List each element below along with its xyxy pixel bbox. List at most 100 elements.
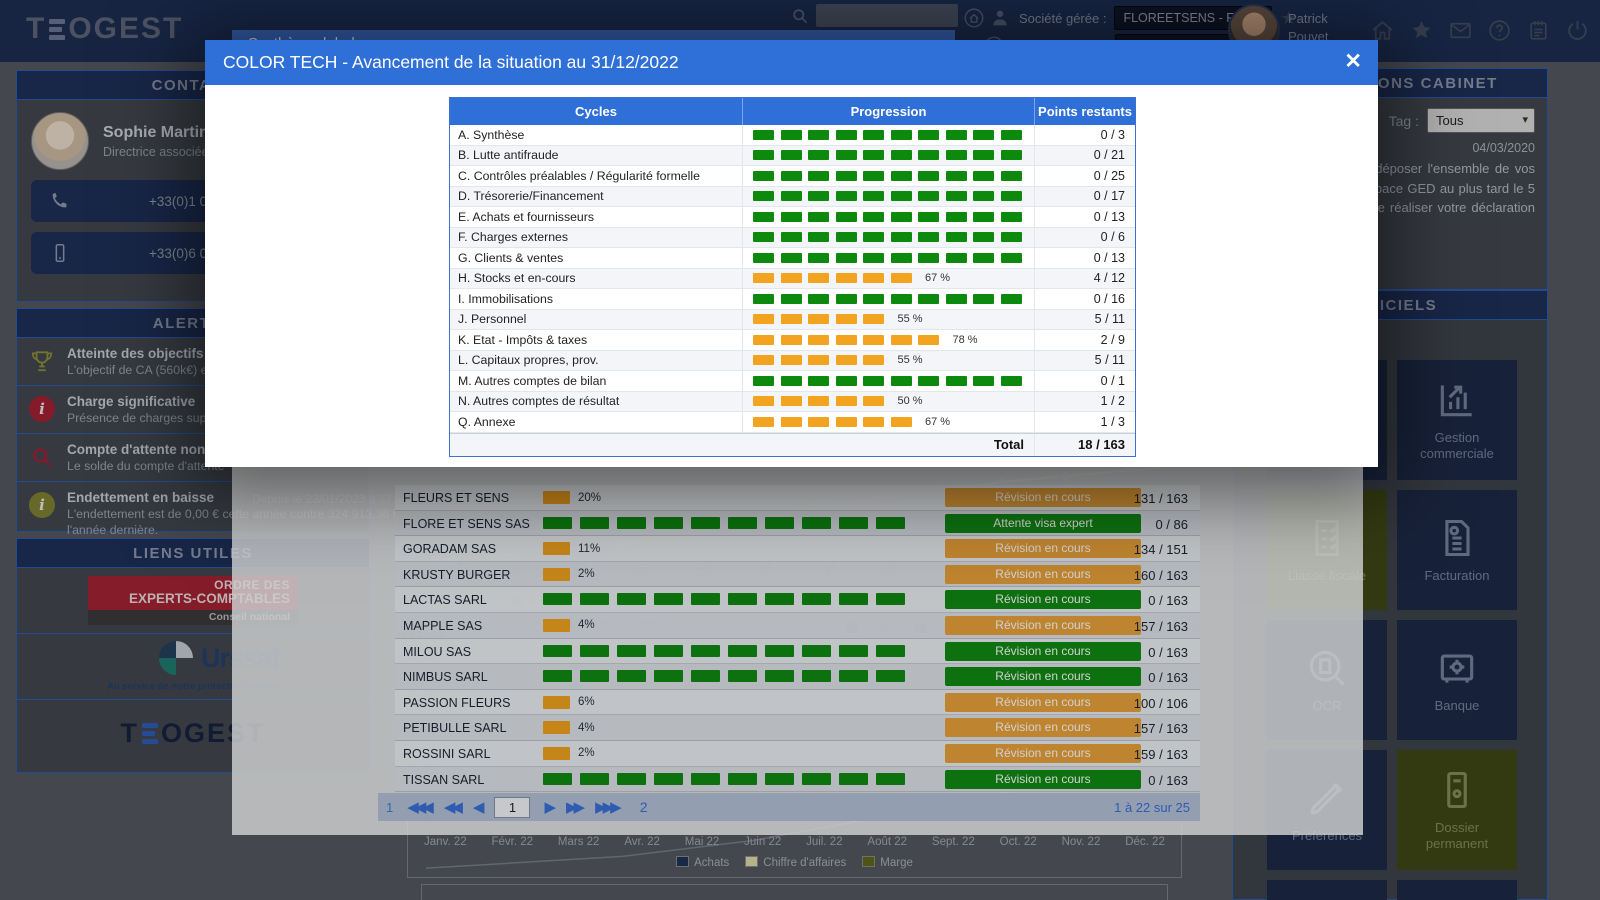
help-icon[interactable] — [1487, 18, 1512, 43]
company-row[interactable]: MAPPLE SAS 4% Révision en cours 157 / 163 — [395, 612, 1200, 639]
status-badge[interactable]: Révision en cours — [945, 615, 1141, 635]
cycle-row[interactable]: J. Personnel 55 % 5 / 11 — [450, 309, 1135, 330]
progress-block — [973, 211, 994, 222]
search-icon[interactable] — [790, 6, 810, 26]
progress-block — [780, 191, 802, 202]
cycle-row[interactable]: C. Contrôles préalables / Régularité for… — [450, 166, 1135, 187]
pagination-first-button[interactable]: ◀◀◀ — [407, 799, 434, 816]
pagination-last-button[interactable]: ▶▶▶ — [595, 799, 622, 816]
status-badge[interactable]: Révision en cours — [945, 590, 1141, 610]
topbar-icons — [1370, 18, 1590, 43]
favorite-star-icon[interactable]: ★ — [1280, 7, 1297, 28]
status-badge[interactable]: Révision en cours — [945, 641, 1141, 661]
progress-bar — [543, 746, 570, 760]
progress-block — [945, 252, 967, 263]
cycle-row[interactable]: D. Trésorerie/Financement 0 / 17 — [450, 186, 1135, 207]
cycle-row[interactable]: K. Etat - Impôts & taxes 78 % 2 / 9 — [450, 330, 1135, 351]
notes-icon[interactable] — [1526, 18, 1551, 43]
status-badge[interactable]: Révision en cours — [945, 564, 1141, 584]
pagination-page-2-link[interactable]: 2 — [639, 799, 648, 815]
company-row[interactable]: GORADAM SAS 11% Révision en cours 134 / 151 — [395, 536, 1200, 562]
alert-item[interactable]: Compte d'attente non soldé Le solde du co… — [17, 434, 369, 482]
progress-block — [863, 232, 884, 243]
status-badge[interactable]: Révision en cours — [945, 667, 1141, 687]
status-badge[interactable]: Révision en cours — [945, 718, 1141, 738]
company-progress: 4% — [543, 618, 595, 632]
app-tile-doc-download[interactable] — [1267, 880, 1387, 900]
contact-role: Directrice associée — [103, 144, 209, 159]
company-row[interactable]: ROSSINI SARL 2% Révision en cours 159 / 163 — [395, 740, 1200, 767]
pagination-next-button[interactable]: ▶ — [544, 799, 555, 816]
company-row[interactable]: LACTAS SARL Révision en cours 0 / 163 — [395, 587, 1200, 613]
cycle-row[interactable]: E. Achats et fournisseurs 0 / 13 — [450, 207, 1135, 228]
progress-percent: 11% — [578, 542, 601, 555]
cycle-row[interactable]: F. Charges externes 0 / 6 — [450, 227, 1135, 248]
progress-block — [691, 593, 720, 606]
status-badge[interactable]: Attente visa expert — [945, 513, 1141, 533]
cycle-row[interactable]: G. Clients & ventes 0 / 13 — [450, 248, 1135, 269]
invoice-icon — [1435, 516, 1479, 560]
home-circle-icon[interactable] — [963, 7, 985, 29]
company-row[interactable]: TISSAN SARL Révision en cours 0 / 163 — [395, 766, 1200, 793]
progress-block — [839, 593, 868, 606]
chevron-down-icon: ▾ — [1522, 114, 1528, 126]
modal-close-icon[interactable]: ✕ — [1344, 50, 1362, 73]
cycle-row[interactable]: I. Immobilisations 0 / 16 — [450, 289, 1135, 310]
company-row[interactable]: NIMBUS SARL Révision en cours 0 / 163 — [395, 664, 1200, 690]
points-remaining: 0 / 1 — [1100, 373, 1125, 388]
app-tile-banque[interactable]: Banque — [1397, 620, 1517, 740]
pagination-prev-button[interactable]: ◀ — [472, 799, 484, 816]
status-badge[interactable]: Révision en cours — [945, 743, 1141, 763]
cycle-row[interactable]: H. Stocks et en-cours 67 % 4 / 12 — [450, 268, 1135, 289]
month-tick-label: Sept. 22 — [931, 836, 975, 848]
company-row[interactable]: KRUSTY BURGER 2% Révision en cours 160 / 16… — [395, 561, 1200, 588]
cycle-row[interactable]: L. Capitaux propres, prov. 55 % 5 / 11 — [450, 350, 1135, 371]
progress-block — [808, 273, 829, 284]
company-row[interactable]: MILOU SAS Révision en cours 0 / 163 — [395, 638, 1200, 665]
cabinet-icon — [1435, 768, 1479, 812]
cycle-row[interactable]: N. Autres comptes de résultat 50 % 1 / 2 — [450, 391, 1135, 412]
app-tile-clock[interactable] — [1397, 880, 1517, 900]
pagination-fast-next-button[interactable]: ▶▶ — [566, 799, 585, 816]
app-tile-dossier-permanent[interactable]: Dossier permanent — [1397, 750, 1517, 870]
color-tech-modal: COLOR TECH - Avancement de la situation … — [205, 40, 1378, 467]
progress-bar — [543, 695, 570, 709]
company-progress — [543, 772, 905, 785]
company-row[interactable]: PETIBULLE SARL 4% Révision en cours 157 / 1… — [395, 715, 1200, 741]
cycle-row[interactable]: A. Synthèse 0 / 3 — [450, 125, 1135, 146]
company-row[interactable]: FLORE ET SENS SAS Attente visa expert 0 / … — [395, 510, 1200, 537]
status-badge[interactable]: Révision en cours — [945, 769, 1141, 789]
app-tile-gestion-commerciale[interactable]: Gestion commerciale — [1397, 360, 1517, 480]
app-tile-facturation[interactable]: Facturation — [1397, 490, 1517, 610]
tag-select[interactable]: Tous ▾ — [1427, 108, 1535, 133]
status-badge[interactable]: Révision en cours — [945, 692, 1141, 712]
search-input[interactable] — [816, 4, 958, 27]
progress-block — [753, 191, 774, 202]
progress-block — [543, 644, 572, 657]
app-logo[interactable]: T OGEST — [26, 12, 183, 46]
cycle-row[interactable]: Q. Annexe 67 % 1 / 3 — [450, 412, 1135, 433]
cycle-row[interactable]: B. Lutte antifraude 0 / 21 — [450, 145, 1135, 166]
company-row[interactable]: PASSION FLEURS 6% Révision en cours 100 / 1… — [395, 689, 1200, 716]
cycle-row[interactable]: M. Autres comptes de bilan 0 / 1 — [450, 371, 1135, 392]
company-progress: 4% — [543, 721, 595, 735]
pagination-page-input[interactable]: 1 — [494, 796, 531, 818]
logo-rest: OGEST — [68, 12, 184, 45]
progress-block — [835, 170, 857, 181]
progress-block — [973, 252, 994, 263]
company-row[interactable]: FLEURS ET SENS 20% Révision en cours 131 / … — [395, 485, 1200, 511]
status-badge[interactable]: Révision en cours — [945, 539, 1141, 559]
power-icon[interactable] — [1565, 18, 1590, 43]
progress-block — [780, 293, 802, 304]
progress-block — [691, 670, 720, 683]
progress-block — [808, 129, 829, 140]
status-badge[interactable]: Révision en cours — [945, 488, 1141, 507]
pagination-fast-prev-button[interactable]: ◀◀ — [443, 799, 463, 816]
star-icon[interactable] — [1409, 18, 1434, 43]
mail-icon[interactable] — [1448, 18, 1473, 43]
home-icon[interactable] — [1370, 18, 1395, 43]
contact-name: Sophie Martin — [103, 123, 209, 141]
alert-item[interactable]: i Charge significative Présence de charges… — [17, 386, 369, 434]
cycles-header-2: Points restants — [1038, 104, 1132, 119]
progress-block — [753, 355, 774, 366]
